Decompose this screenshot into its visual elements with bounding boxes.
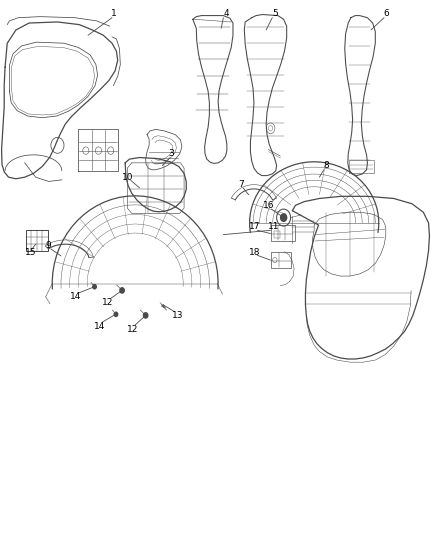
Text: 6: 6: [383, 10, 389, 19]
Circle shape: [114, 312, 118, 317]
Text: 18: 18: [249, 248, 261, 257]
Text: 14: 14: [70, 292, 81, 301]
Circle shape: [144, 313, 148, 318]
Bar: [26, 230, 48, 251]
Text: 14: 14: [94, 321, 105, 330]
Bar: [271, 252, 291, 268]
Text: 13: 13: [172, 311, 183, 320]
Text: 3: 3: [168, 149, 174, 158]
Text: 11: 11: [268, 222, 279, 231]
Text: 12: 12: [102, 297, 113, 306]
Text: 7: 7: [238, 180, 244, 189]
Text: 8: 8: [323, 161, 329, 170]
Text: 1: 1: [111, 10, 117, 19]
Text: 10: 10: [123, 173, 134, 182]
Bar: [271, 225, 294, 241]
Circle shape: [120, 288, 124, 293]
Circle shape: [93, 285, 96, 289]
Text: 16: 16: [263, 201, 275, 210]
Circle shape: [281, 214, 287, 221]
Text: 15: 15: [25, 248, 36, 257]
Text: 4: 4: [223, 10, 229, 19]
Text: 9: 9: [45, 241, 51, 250]
Text: 12: 12: [127, 325, 138, 334]
Bar: [274, 231, 280, 238]
Text: 5: 5: [272, 10, 278, 19]
Text: 17: 17: [249, 222, 261, 231]
